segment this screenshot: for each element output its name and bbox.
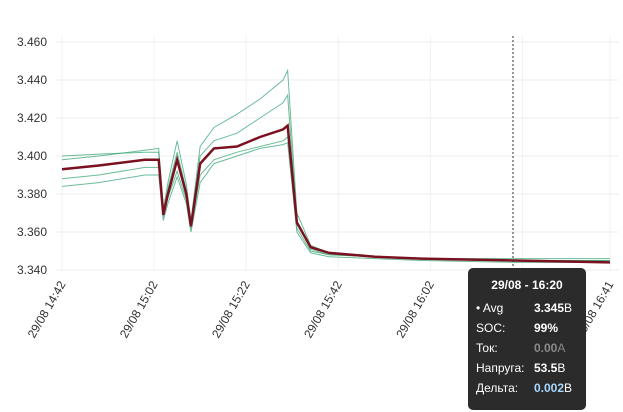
tooltip-row: SOC: 99% xyxy=(476,318,578,338)
series-line xyxy=(61,123,611,264)
series-line xyxy=(61,68,610,260)
y-tick-label: 3.380 xyxy=(17,187,47,201)
tooltip-row: Дельта: 0.002 В xyxy=(476,378,578,398)
y-tick-label: 3.360 xyxy=(17,225,47,239)
tooltip-row: • Avg 3.345 В xyxy=(476,301,573,315)
tooltip: 29/08 - 16:20 • Avg 3.345 В SOC: 99% Ток: 0.… xyxy=(468,268,586,410)
y-tick-label: 3.340 xyxy=(17,263,47,277)
row-unit: В xyxy=(564,381,573,395)
row-value: 53.5 xyxy=(534,361,558,375)
x-tick-label: 29/08 15:22 xyxy=(209,278,253,340)
x-tick-label: 29/08 15:42 xyxy=(301,278,345,340)
row-unit: В xyxy=(564,301,573,315)
row-label: Дельта: xyxy=(476,381,519,395)
tooltip-row: Ток: 0.00 А xyxy=(476,338,578,358)
y-tick-label: 3.420 xyxy=(17,111,47,125)
row-label: SOC: xyxy=(476,321,506,335)
row-value: 3.345 xyxy=(534,301,565,315)
y-tick-label: 3.460 xyxy=(17,35,47,49)
x-tick-label: 29/08 15:02 xyxy=(117,278,161,340)
x-tick-label: 29/08 14:42 xyxy=(25,278,69,340)
row-unit: В xyxy=(557,361,566,375)
row-value: 99% xyxy=(534,321,559,335)
row-unit: А xyxy=(557,341,566,355)
y-tick-label: 3.400 xyxy=(17,149,47,163)
row-value: 0.00 xyxy=(534,341,558,355)
row-label: Avg xyxy=(482,301,504,315)
row-value: 0.002 xyxy=(534,381,565,395)
series-line xyxy=(61,93,610,261)
x-tick-label: 29/08 16:02 xyxy=(393,278,437,340)
row-label: Ток: xyxy=(476,341,498,355)
tooltip-title: 29/08 - 16:20 xyxy=(491,278,563,292)
tooltip-row: Напруга: 53.5 В xyxy=(476,358,578,378)
row-label: Напруга: xyxy=(476,361,525,375)
y-tick-label: 3.440 xyxy=(17,73,47,87)
